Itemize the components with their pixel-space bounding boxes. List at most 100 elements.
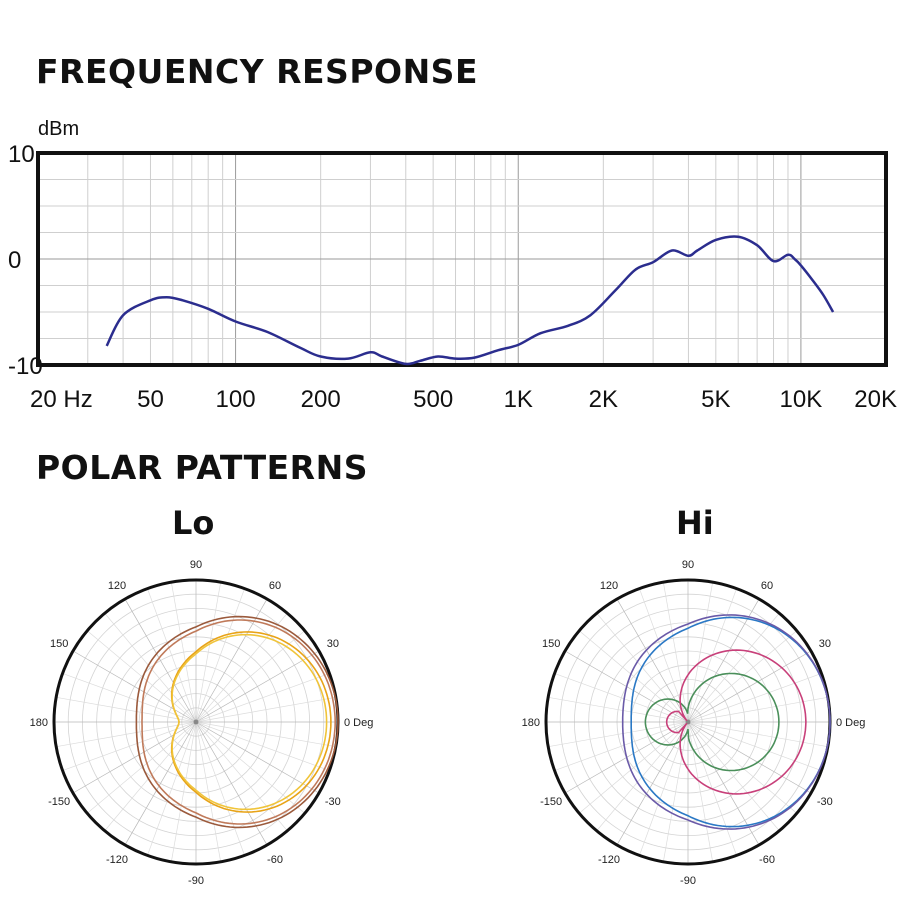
x-tick-label: 100 <box>216 386 256 413</box>
polar-grid-spoke <box>195 598 268 723</box>
polar-angle-label: -120 <box>106 854 128 866</box>
polar-angle-label: 0 Deg <box>836 717 865 729</box>
polar-hi-chart: 0 Deg 30 60 90 120 150 180 -150 -120 -90 -60 -30 <box>522 559 866 887</box>
polar-angle-label: -90 <box>680 875 696 887</box>
polar-angle-label: 120 <box>600 580 618 592</box>
polar-grid-spoke <box>104 612 197 723</box>
polar-angle-label: 30 <box>327 638 339 650</box>
polar-grid-spoke <box>195 721 330 771</box>
polar-angle-label: -150 <box>48 796 70 808</box>
polar-grid-spoke <box>86 721 197 814</box>
polar-angle-label: -120 <box>598 854 620 866</box>
polar-grid-spoke <box>687 721 780 832</box>
polar-grid-spoke <box>124 721 197 846</box>
x-tick-label: 10K <box>780 386 823 413</box>
polar-grid-spoke <box>62 673 197 723</box>
frequency-response-title: FREQUENCY RESPONSE <box>36 52 478 91</box>
polar-grid-spoke <box>195 721 336 748</box>
polar-angle-label: 150 <box>542 638 560 650</box>
polar-lo-label: Lo <box>172 504 215 542</box>
polar-grid-spoke <box>687 721 714 862</box>
polar-grid-spoke <box>554 721 689 771</box>
polar-grid-spoke <box>195 673 330 723</box>
polar-grid-spoke <box>170 721 197 862</box>
polar-grid-spoke <box>687 673 822 723</box>
polar-grid-spoke <box>687 612 780 723</box>
polar-grid-spoke <box>195 721 320 794</box>
polar-angle-label: 180 <box>30 717 48 729</box>
polar-grid-spoke <box>687 582 714 723</box>
polar-grid-spoke <box>104 721 197 832</box>
polar-grid-spoke <box>195 582 222 723</box>
polar-center <box>193 719 199 725</box>
polar-grid-spoke <box>195 696 336 723</box>
polar-grid-spoke <box>86 630 197 723</box>
polar-grid-spoke <box>124 598 197 723</box>
polar-curve <box>644 672 780 772</box>
polar-grid-spoke <box>554 673 689 723</box>
polar-grid-spoke <box>56 721 197 748</box>
polar-grid-spoke <box>687 650 812 723</box>
x-tick-label: 20 Hz <box>30 386 93 413</box>
polar-grid-spoke <box>195 721 288 832</box>
y-tick-label: 0 <box>8 247 21 274</box>
polar-angle-label: 120 <box>108 580 126 592</box>
polar-grid-spoke <box>147 588 197 723</box>
polar-angle-label: 180 <box>522 717 540 729</box>
polar-grid-spoke <box>72 650 197 723</box>
x-tick-label: 2K <box>589 386 618 413</box>
polar-grid-spoke <box>687 696 828 723</box>
polar-angle-label: -30 <box>325 796 341 808</box>
polar-grid-spoke <box>662 721 689 862</box>
polar-curve <box>171 633 328 811</box>
y-tick-label: -10 <box>8 353 43 380</box>
polar-grid-spoke <box>195 721 268 846</box>
polar-hi-label: Hi <box>676 504 714 542</box>
polar-angle-label: -60 <box>267 854 283 866</box>
polar-angle-label: 0 Deg <box>344 717 373 729</box>
polar-angle-label: -90 <box>188 875 204 887</box>
polar-angle-label: 60 <box>269 580 281 592</box>
polar-grid-spoke <box>56 696 197 723</box>
x-tick-label: 200 <box>301 386 341 413</box>
polar-grid-spoke <box>548 696 689 723</box>
polar-grid-spoke <box>687 721 822 771</box>
x-tick-label: 500 <box>413 386 453 413</box>
polar-grid-spoke <box>578 630 689 723</box>
polar-grid-spoke <box>195 721 245 856</box>
frequency-response-line <box>105 235 835 366</box>
polar-grid-spoke <box>687 598 760 723</box>
polar-curve <box>621 614 831 830</box>
polar-grid-spoke <box>62 721 197 771</box>
polar-grid-spoke <box>548 721 689 748</box>
polar-grid-spoke <box>170 582 197 723</box>
polar-patterns-title: POLAR PATTERNS <box>36 448 368 487</box>
polar-angle-label: 90 <box>190 559 202 571</box>
polar-grid-spoke <box>195 612 288 723</box>
polar-grid-spoke <box>195 650 320 723</box>
polar-angle-label: -30 <box>817 796 833 808</box>
polar-angle-label: 60 <box>761 580 773 592</box>
polar-grid-spoke <box>687 721 760 846</box>
y-tick-label: 10 <box>8 141 35 168</box>
x-tick-label: 20K <box>854 386 897 413</box>
polar-angle-label: -60 <box>759 854 775 866</box>
x-tick-label: 50 <box>137 386 164 413</box>
polar-angle-label: 90 <box>682 559 694 571</box>
polar-grid-spoke <box>195 588 245 723</box>
polar-curve <box>630 616 831 828</box>
y-axis-unit-label: dBm <box>38 118 79 140</box>
polar-curve <box>135 615 339 829</box>
polar-grid-spoke <box>72 721 197 794</box>
polar-grid-spoke <box>687 721 828 748</box>
polar-grid-spoke <box>662 582 689 723</box>
polar-curve <box>141 619 337 825</box>
polar-grid-spoke <box>687 630 798 723</box>
x-tick-label: 5K <box>701 386 730 413</box>
polar-angle-label: -150 <box>540 796 562 808</box>
polar-curve <box>665 649 807 795</box>
chart-frame <box>36 151 888 367</box>
polar-grid-spoke <box>195 721 222 862</box>
